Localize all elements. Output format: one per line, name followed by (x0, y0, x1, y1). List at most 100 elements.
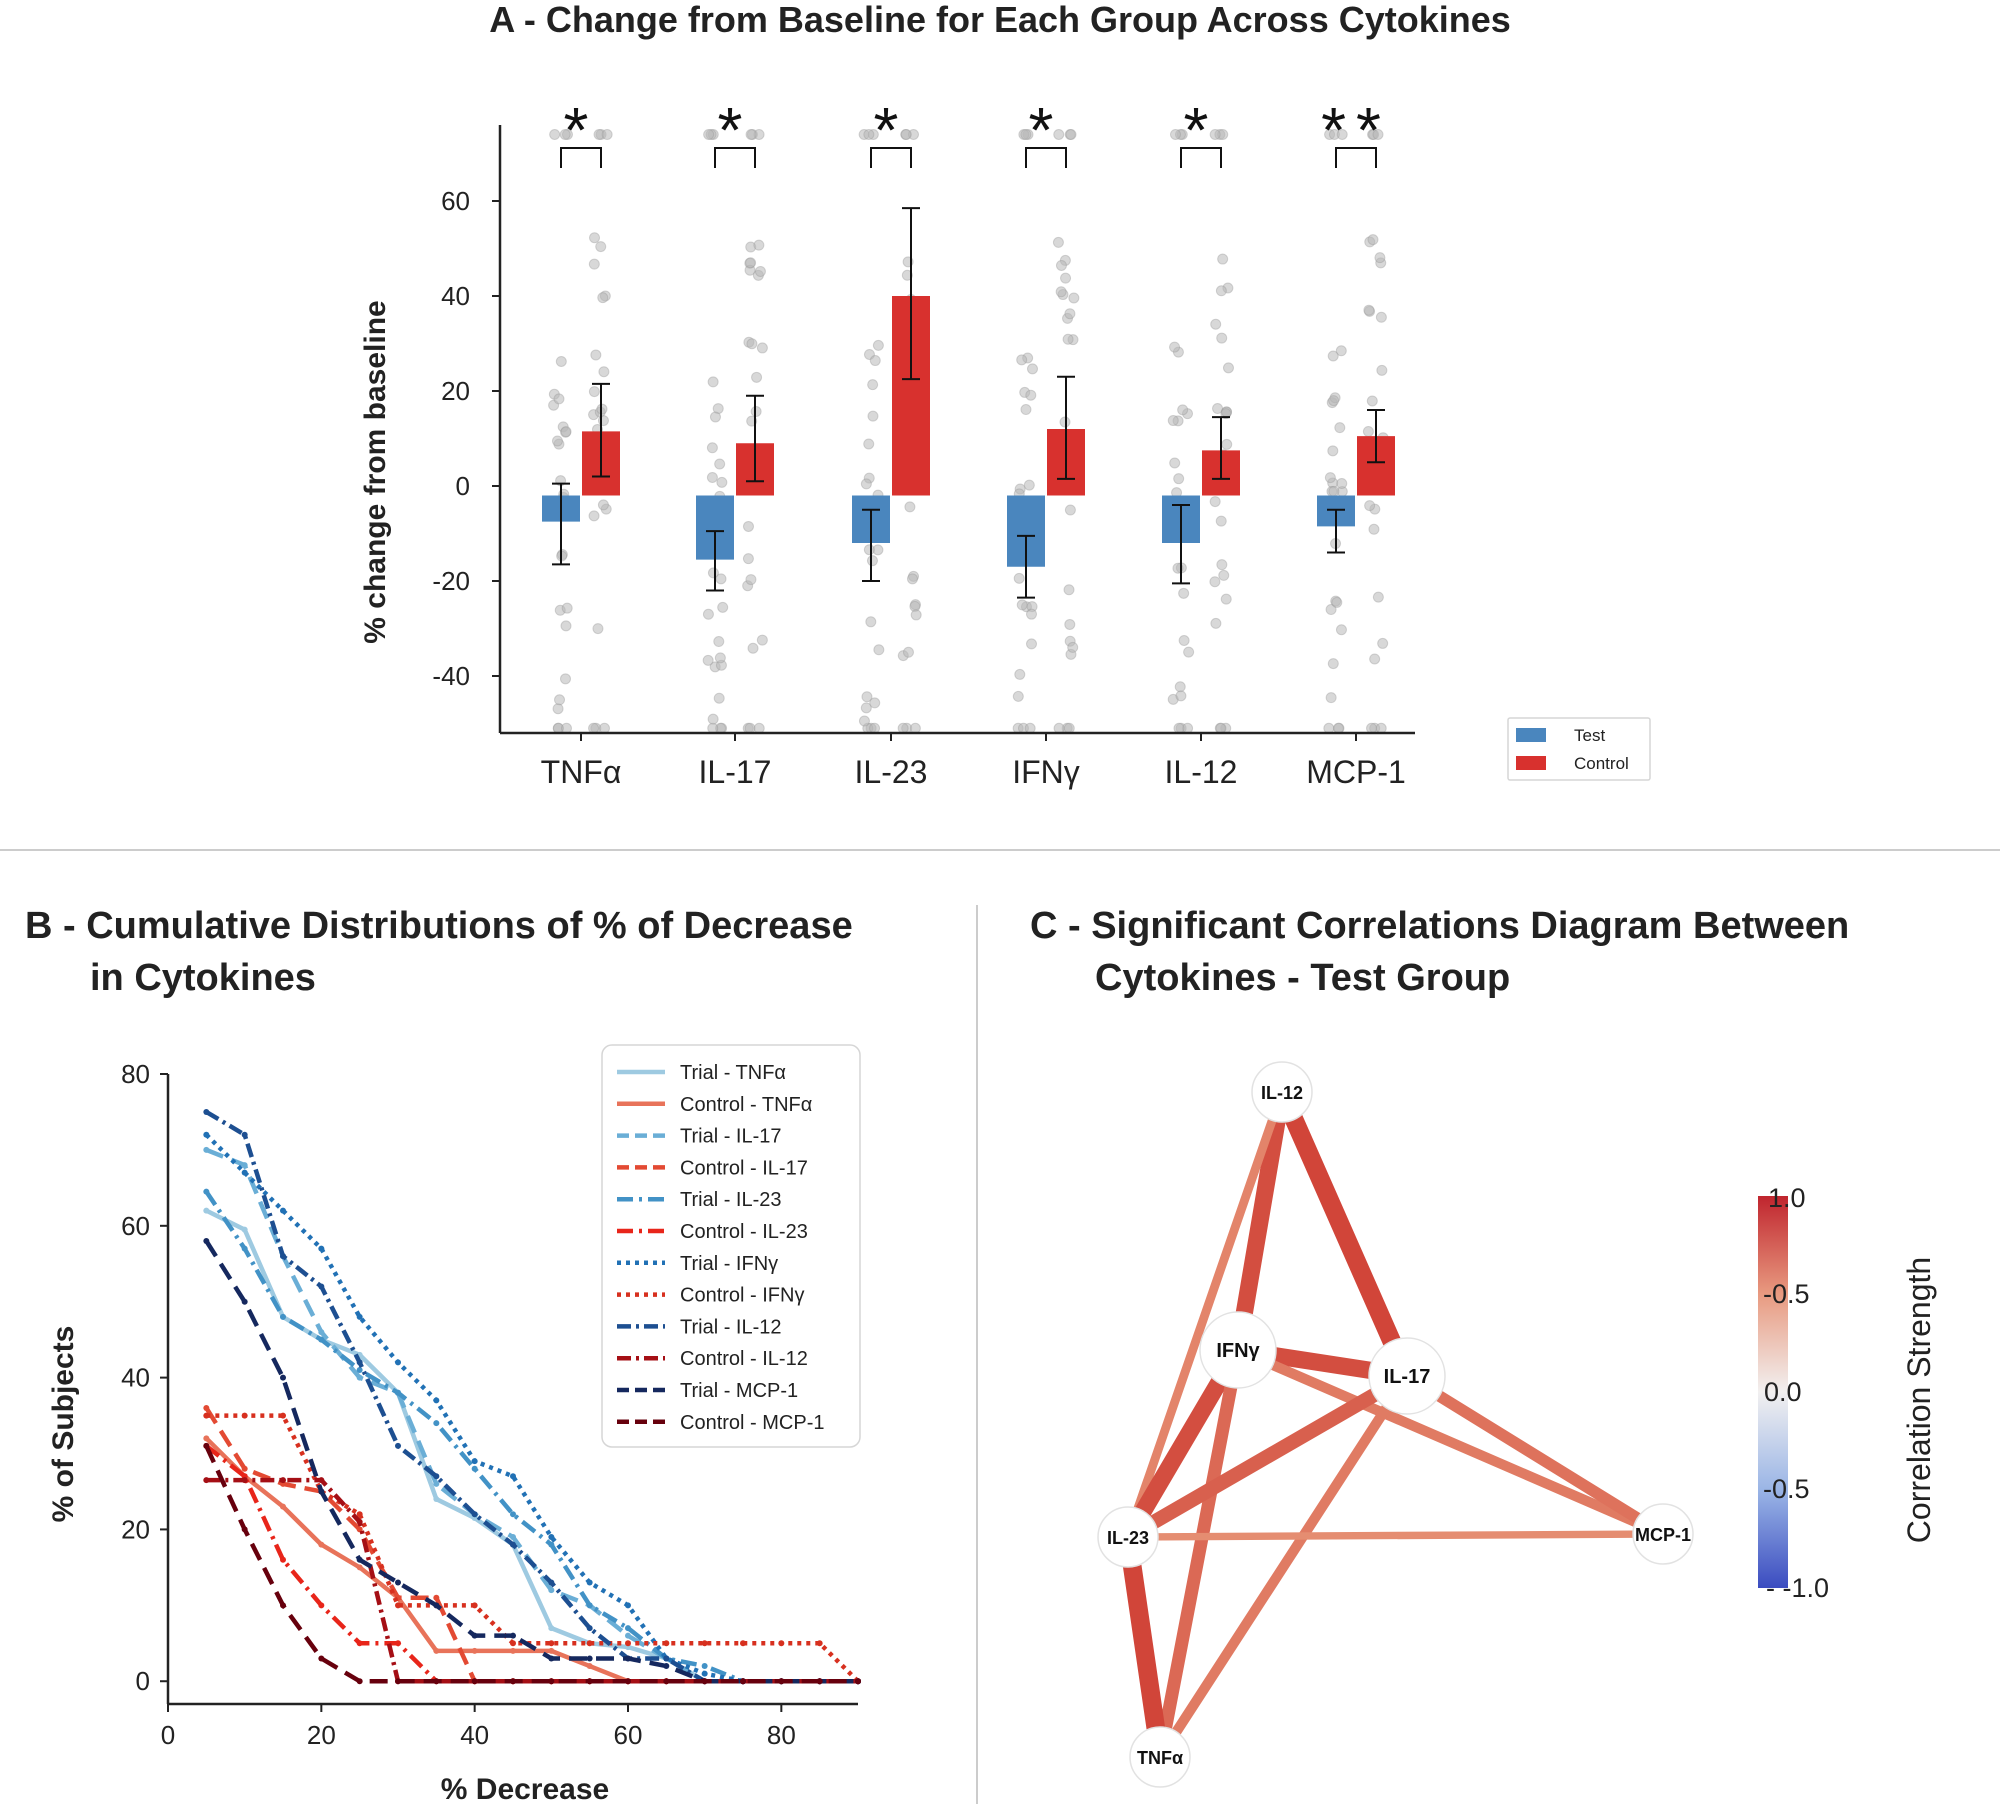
series-point (395, 1442, 401, 1449)
significance-bracket (714, 147, 756, 168)
panel-b-axes: 0 20 40 60 80 0 20 40 60 80 (121, 1059, 858, 1750)
data-point (1209, 576, 1221, 588)
series-point (471, 1647, 478, 1654)
data-point (588, 510, 600, 522)
series-point (548, 1655, 555, 1662)
series-point (625, 1678, 631, 1685)
series-point (433, 1473, 440, 1480)
data-point (1325, 604, 1337, 616)
legend-label: Control - IL-23 (680, 1221, 808, 1243)
series-point (433, 1480, 440, 1487)
series-point (586, 1579, 593, 1586)
series-point (471, 1678, 478, 1685)
series-point (586, 1678, 593, 1685)
data-point (754, 265, 766, 277)
data-point (1334, 422, 1346, 434)
y-tick-label: 40 (441, 281, 470, 311)
series-point (241, 1412, 248, 1419)
panel-b-title: B - Cumulative Distributions of % of Dec… (25, 905, 853, 947)
node-label: IL-17 (1384, 1366, 1431, 1388)
data-point (554, 694, 566, 706)
data-point (559, 673, 571, 685)
data-point (707, 376, 719, 388)
series-point (356, 1374, 363, 1381)
data-point (702, 608, 714, 620)
data-point (867, 410, 879, 422)
data-point (1014, 668, 1026, 680)
series-point (625, 1655, 631, 1662)
series-point (663, 1655, 670, 1662)
series-point (356, 1564, 363, 1571)
series-point (510, 1640, 516, 1647)
series-point (778, 1678, 785, 1685)
y-tick-label: 0 (456, 471, 470, 501)
series-point (586, 1602, 593, 1609)
series-point (625, 1602, 631, 1609)
series-point (203, 1108, 210, 1115)
significance-label: * (564, 94, 599, 166)
data-point (863, 438, 875, 450)
correlation-edge (1120, 1368, 1415, 1545)
series-point (740, 1640, 746, 1647)
series-point (280, 1503, 286, 1510)
data-point (1366, 395, 1378, 407)
data-point (745, 574, 757, 586)
series-point (433, 1647, 440, 1654)
series-point (586, 1655, 593, 1662)
data-point (560, 426, 572, 438)
series-line (206, 1413, 860, 1683)
data-point (1324, 472, 1336, 484)
series-point (318, 1283, 325, 1290)
data-point (707, 713, 719, 725)
series-point (356, 1678, 363, 1685)
series-point (203, 1146, 210, 1153)
series-point (548, 1678, 555, 1685)
data-point (746, 338, 758, 350)
panel-a-bars (542, 207, 1395, 599)
data-point (860, 702, 872, 714)
series-point (356, 1640, 363, 1647)
series-point (586, 1625, 593, 1632)
panel-a-title: A - Change from Baseline for Each Group … (489, 0, 1511, 40)
panel-c-edges (1118, 1082, 1669, 1767)
correlation-edge (1401, 1370, 1669, 1540)
series-point (395, 1579, 401, 1586)
data-point (1068, 292, 1080, 304)
data-point (1064, 504, 1076, 516)
series-point (548, 1640, 555, 1647)
series-point (356, 1313, 363, 1320)
data-point (713, 636, 725, 648)
data-point (1335, 624, 1347, 636)
data-point (861, 691, 873, 703)
data-point (1052, 236, 1064, 248)
data-point (1169, 341, 1181, 353)
series-point (510, 1678, 516, 1685)
data-point (1063, 584, 1075, 596)
data-point (858, 715, 870, 727)
data-point (588, 386, 600, 398)
series-point (510, 1473, 516, 1480)
x-tick-label: IL-17 (699, 754, 772, 790)
panel-b-series (203, 1108, 861, 1685)
colorbar-tick-label: -0.5 (1763, 1474, 1810, 1504)
data-point (1177, 404, 1189, 416)
data-point (714, 458, 726, 470)
correlation-edge (1232, 1344, 1669, 1540)
data-point (1216, 332, 1228, 344)
series-point (701, 1640, 708, 1647)
legend-label: Control - IL-17 (680, 1157, 808, 1179)
legend-label-control: Control (1574, 754, 1629, 773)
node-circle (1368, 1337, 1446, 1415)
data-point (873, 644, 885, 656)
data-point (756, 634, 768, 646)
series-point (318, 1477, 325, 1484)
x-tick-label: 80 (767, 1720, 796, 1750)
data-point (1062, 333, 1074, 345)
series-point (318, 1602, 325, 1609)
series-point (280, 1374, 286, 1381)
data-point (906, 573, 918, 585)
legend-label: Control - MCP-1 (680, 1412, 824, 1434)
data-point (1215, 285, 1227, 297)
series-point (203, 1435, 210, 1442)
